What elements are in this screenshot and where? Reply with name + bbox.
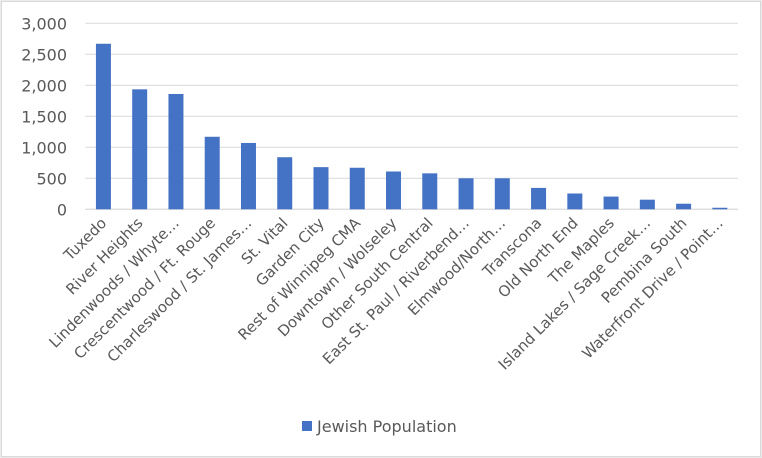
gridlines <box>85 22 738 210</box>
bar <box>603 196 619 210</box>
legend: Jewish Population <box>302 417 457 436</box>
bar <box>349 167 365 210</box>
bar <box>422 173 438 210</box>
y-tick-label: 1,500 <box>21 107 67 126</box>
y-tick-label: 2,000 <box>21 76 67 95</box>
bar <box>277 157 293 210</box>
bar <box>132 89 148 210</box>
bar <box>567 193 583 210</box>
bar <box>313 167 329 210</box>
y-tick-label: 1,000 <box>21 138 67 157</box>
bar <box>531 187 547 210</box>
bars <box>95 43 728 210</box>
bar <box>168 93 184 210</box>
y-tick-label: 0 <box>57 200 67 219</box>
y-axis-tick-labels: 0 500 1,000 1,500 2,000 2,500 3,000 <box>21 14 67 219</box>
y-tick-label: 2,500 <box>21 45 67 64</box>
y-tick-label: 500 <box>36 169 67 188</box>
bar <box>95 43 111 210</box>
bar <box>204 136 220 210</box>
bar <box>458 178 474 210</box>
y-tick-label: 3,000 <box>21 14 67 33</box>
bar <box>639 199 655 210</box>
legend-swatch <box>302 421 312 431</box>
bar <box>494 178 510 210</box>
bar <box>676 203 692 210</box>
bar <box>386 171 402 210</box>
bar <box>240 142 256 210</box>
bar <box>712 207 728 210</box>
legend-label: Jewish Population <box>316 417 457 436</box>
